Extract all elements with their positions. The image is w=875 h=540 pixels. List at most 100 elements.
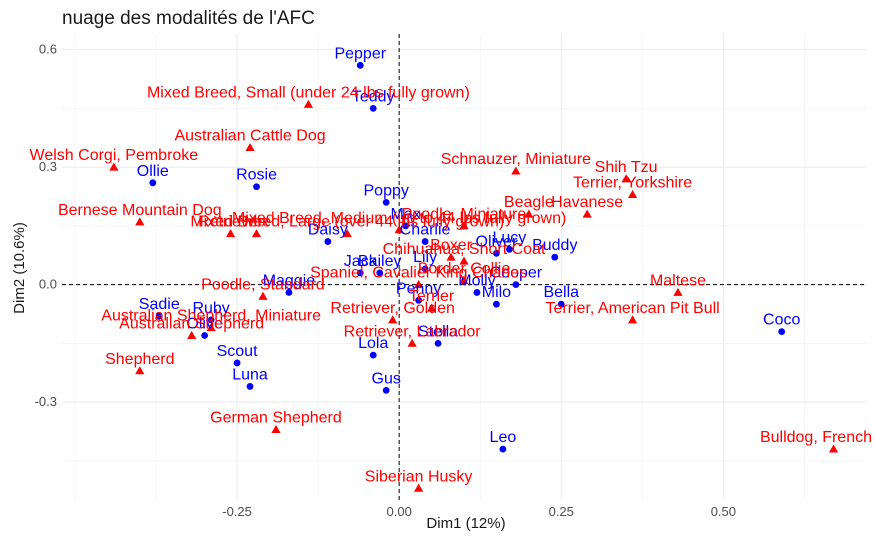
point-marker-triangle	[459, 221, 469, 230]
point-label: Poppy	[364, 182, 409, 199]
point-marker-circle	[493, 249, 500, 257]
point-marker-triangle	[621, 174, 631, 183]
point-label: Gus	[372, 370, 401, 387]
point-marker-circle	[201, 332, 209, 339]
point-label: Mixed Breed, Large (over 44 lbs fully gr…	[190, 214, 504, 231]
point-marker-triangle	[109, 162, 119, 171]
point-label: Sadie	[139, 296, 180, 313]
point-label: Mixed Breed, Small (under 24 lbs fully g…	[147, 84, 470, 101]
point-marker-triangle	[426, 303, 437, 312]
point-label: Schnauzer, Miniature	[441, 151, 591, 168]
point-label: Lily	[413, 249, 437, 266]
point-label: Coco	[763, 312, 800, 329]
point-marker-triangle	[673, 287, 683, 296]
point-marker-triangle	[414, 483, 424, 492]
point-label: Teddy	[352, 88, 395, 105]
point-marker-circle	[155, 312, 163, 320]
point-label: Cooper	[490, 265, 543, 282]
point-label: Charlie	[400, 222, 451, 239]
point-marker-triangle	[187, 330, 197, 339]
point-marker-circle	[382, 198, 390, 206]
point-label: Jack	[344, 253, 378, 270]
point-marker-circle	[402, 222, 410, 230]
point-label: Bernese Mountain Dog	[58, 202, 222, 219]
point-label: Stella	[418, 323, 458, 340]
point-label: Luna	[232, 366, 268, 383]
point-label: Lucy	[492, 229, 526, 246]
point-marker-circle	[324, 238, 332, 245]
y-axis-title: Dim2 (10.6%)	[11, 222, 28, 314]
point-label: Ollie	[137, 163, 169, 180]
x-axis-title: Dim1 (12%)	[426, 515, 505, 532]
point-label: Maggie	[263, 272, 316, 289]
point-label: Terrier, American Pit Bull	[545, 300, 719, 317]
point-label: Beagle	[504, 194, 554, 211]
point-marker-circle	[369, 105, 377, 112]
y-tick-label: 0.6	[39, 42, 57, 57]
point-marker-circle	[778, 328, 786, 336]
x-tick-label: 0.25	[549, 504, 574, 519]
point-marker-triangle	[303, 99, 313, 108]
point-marker-circle	[512, 281, 520, 289]
point-marker-triangle	[459, 276, 469, 285]
point-label: Shih Tzu	[595, 159, 658, 176]
y-tick-label: -0.3	[35, 394, 57, 409]
point-marker-circle	[149, 179, 157, 187]
point-marker-circle	[551, 253, 559, 261]
reference-lines	[62, 34, 866, 500]
point-label: Max	[391, 206, 421, 223]
x-tick-label: -0.25	[222, 504, 252, 519]
x-tick-label: 0.50	[711, 504, 736, 519]
point-label: Poodle, Miniature	[402, 206, 527, 223]
point-marker-triangle	[828, 444, 839, 453]
point-label: Welsh Corgi, Pembroke	[30, 147, 199, 164]
point-label: Ruby	[192, 300, 229, 317]
point-label: Retriever, Golden	[330, 300, 455, 317]
point-marker-triangle	[524, 209, 534, 218]
point-label: Daisy	[308, 222, 348, 239]
y-tick-label: 0.0	[39, 277, 57, 292]
point-marker-circle	[382, 386, 390, 394]
point-label: Poodle, Standard	[201, 276, 325, 293]
point-labels: Pepper Teddy Poppy Ollie Rosie Daisy MaxCharli…	[30, 45, 872, 485]
point-marker-circle	[493, 300, 500, 308]
point-label: Chihuahua, Short Coat	[383, 241, 546, 258]
point-label: Mixed Breed, Medium (up to 44 lbs fully …	[232, 210, 566, 227]
point-marker-circle	[473, 289, 481, 296]
point-marker-triangle	[225, 229, 236, 238]
point-marker-circle	[285, 289, 293, 296]
point-label: Terrier	[409, 288, 455, 305]
point-marker-triangle	[258, 291, 268, 300]
x-tick-label: 0.00	[387, 504, 412, 519]
point-marker-circle	[505, 245, 513, 253]
point-label: Bella	[543, 284, 579, 301]
point-label: Siberian Husky	[365, 468, 473, 485]
point-label: Retriever, Labrador	[344, 323, 482, 340]
chart-title: nuage des modalités de l'AFC	[62, 8, 315, 29]
point-marker-triangle	[394, 225, 404, 234]
point-marker-triangle	[206, 323, 216, 332]
point-marker-circle	[557, 300, 565, 308]
point-marker-triangle	[271, 424, 281, 433]
point-label: Boxer	[430, 237, 472, 254]
point-marker-triangle	[627, 315, 638, 324]
point-marker-triangle	[446, 252, 456, 261]
point-label: Oliver	[476, 233, 518, 250]
point-label: Penny	[396, 280, 441, 297]
point-label: Bailey	[358, 253, 402, 270]
point-marker-circle	[356, 269, 364, 277]
point-label: Leo	[490, 429, 517, 446]
point-label: Scout	[217, 343, 258, 360]
point-label: German Shepherd	[210, 410, 342, 427]
data-points	[109, 61, 839, 492]
point-marker-circle	[369, 351, 377, 359]
point-label: Border Collie	[418, 261, 511, 278]
point-label: Spaniel, Cavalier King Charles	[310, 265, 527, 282]
point-label: Terrier, Yorkshire	[573, 175, 692, 192]
point-marker-triangle	[414, 280, 424, 289]
point-label: Maltese	[650, 272, 706, 289]
point-marker-circle	[376, 269, 384, 277]
grid-lines	[62, 34, 866, 500]
point-label: Molly	[458, 272, 495, 289]
tick-labels: -0.25 0.00 0.25 0.50 -0.3 0.0 0.3 0.6	[35, 42, 736, 519]
